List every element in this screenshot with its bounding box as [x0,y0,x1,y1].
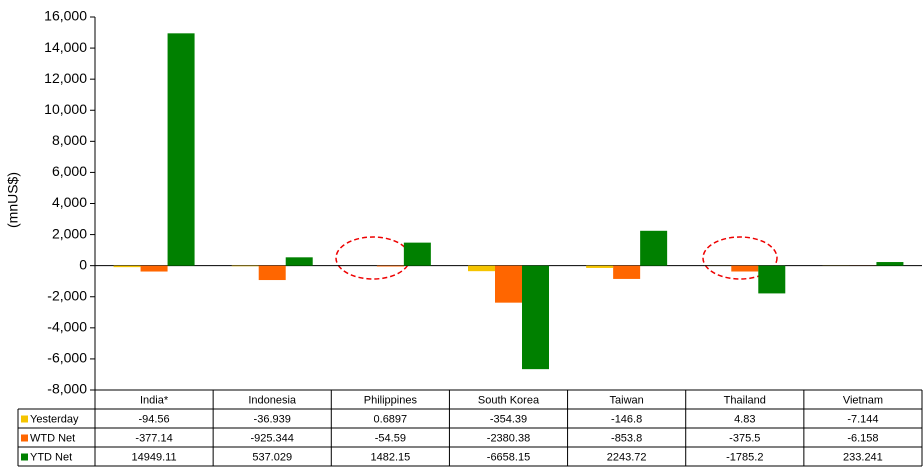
x-tick-label: Taiwan [610,394,644,406]
table-cell: -354.39 [490,413,527,425]
y-tick-label: 14,000 [44,39,87,55]
table-cell: -2380.38 [487,432,530,444]
bar [231,265,259,267]
y-tick-label: -6,000 [47,350,87,366]
table-cell: -377.14 [135,432,172,444]
y-tick-label: 16,000 [44,8,87,24]
table-cell: -94.56 [138,413,169,425]
bar [758,265,786,294]
table-cell: -6658.15 [487,451,530,463]
table-cell: -36.939 [254,413,291,425]
x-tick-label: Indonesia [248,394,297,406]
legend-swatch [21,415,28,423]
bar [468,265,495,272]
bar [403,242,431,266]
table-cell: -146.8 [611,413,642,425]
x-tick-label: Philippines [364,394,418,406]
bar [731,265,759,272]
y-tick-label: 8,000 [52,132,87,148]
bar [140,265,168,272]
y-tick-label: -8,000 [47,381,87,397]
bar [522,265,549,370]
y-tick-label: 2,000 [52,225,87,241]
x-tick-label: Vietnam [843,394,883,406]
bar [285,257,313,266]
bar [495,265,522,303]
y-tick-label: -4,000 [47,319,87,335]
y-tick-label: 6,000 [52,163,87,179]
bar [376,265,404,267]
table-cell: 537.029 [252,451,292,463]
legend-label: WTD Net [30,432,75,444]
table-cell: 233.241 [843,451,883,463]
bar [586,265,614,268]
y-tick-label: 12,000 [44,70,87,86]
y-tick-label: 4,000 [52,194,87,210]
legend-label: YTD Net [30,451,72,463]
x-tick-label: India* [140,394,169,406]
x-tick-label: Thailand [724,394,766,406]
table-cell: 0.6897 [374,413,408,425]
table-cell: -6.158 [847,432,878,444]
bar [113,265,141,268]
bar [876,262,904,266]
legend-swatch [21,453,28,461]
table-cell: -54.59 [375,432,406,444]
highlight-ellipse [702,236,778,280]
table-cell: -853.8 [611,432,642,444]
bar [258,265,286,281]
table-cell: -1785.2 [726,451,763,463]
table-cell: -925.344 [250,432,293,444]
y-axis-label: (mnUS$) [5,172,21,228]
bar [167,33,195,266]
y-tick-label: -2,000 [47,287,87,303]
x-tick-label: South Korea [478,394,540,406]
table-cell: 14949.11 [132,451,177,463]
y-tick-label: 0 [79,256,87,272]
table-cell: -375.5 [729,432,760,444]
legend-label: Yesterday [30,413,79,425]
bar [640,230,668,266]
table-cell: -7.144 [847,413,878,425]
legend-swatch [21,434,28,442]
y-tick-label: 10,000 [44,101,87,117]
table-cell: 4.83 [734,413,755,425]
highlight-ellipse [335,236,411,280]
table-cell: 2243.72 [607,451,647,463]
table-cell: 1482.15 [370,451,410,463]
bar [613,265,641,279]
